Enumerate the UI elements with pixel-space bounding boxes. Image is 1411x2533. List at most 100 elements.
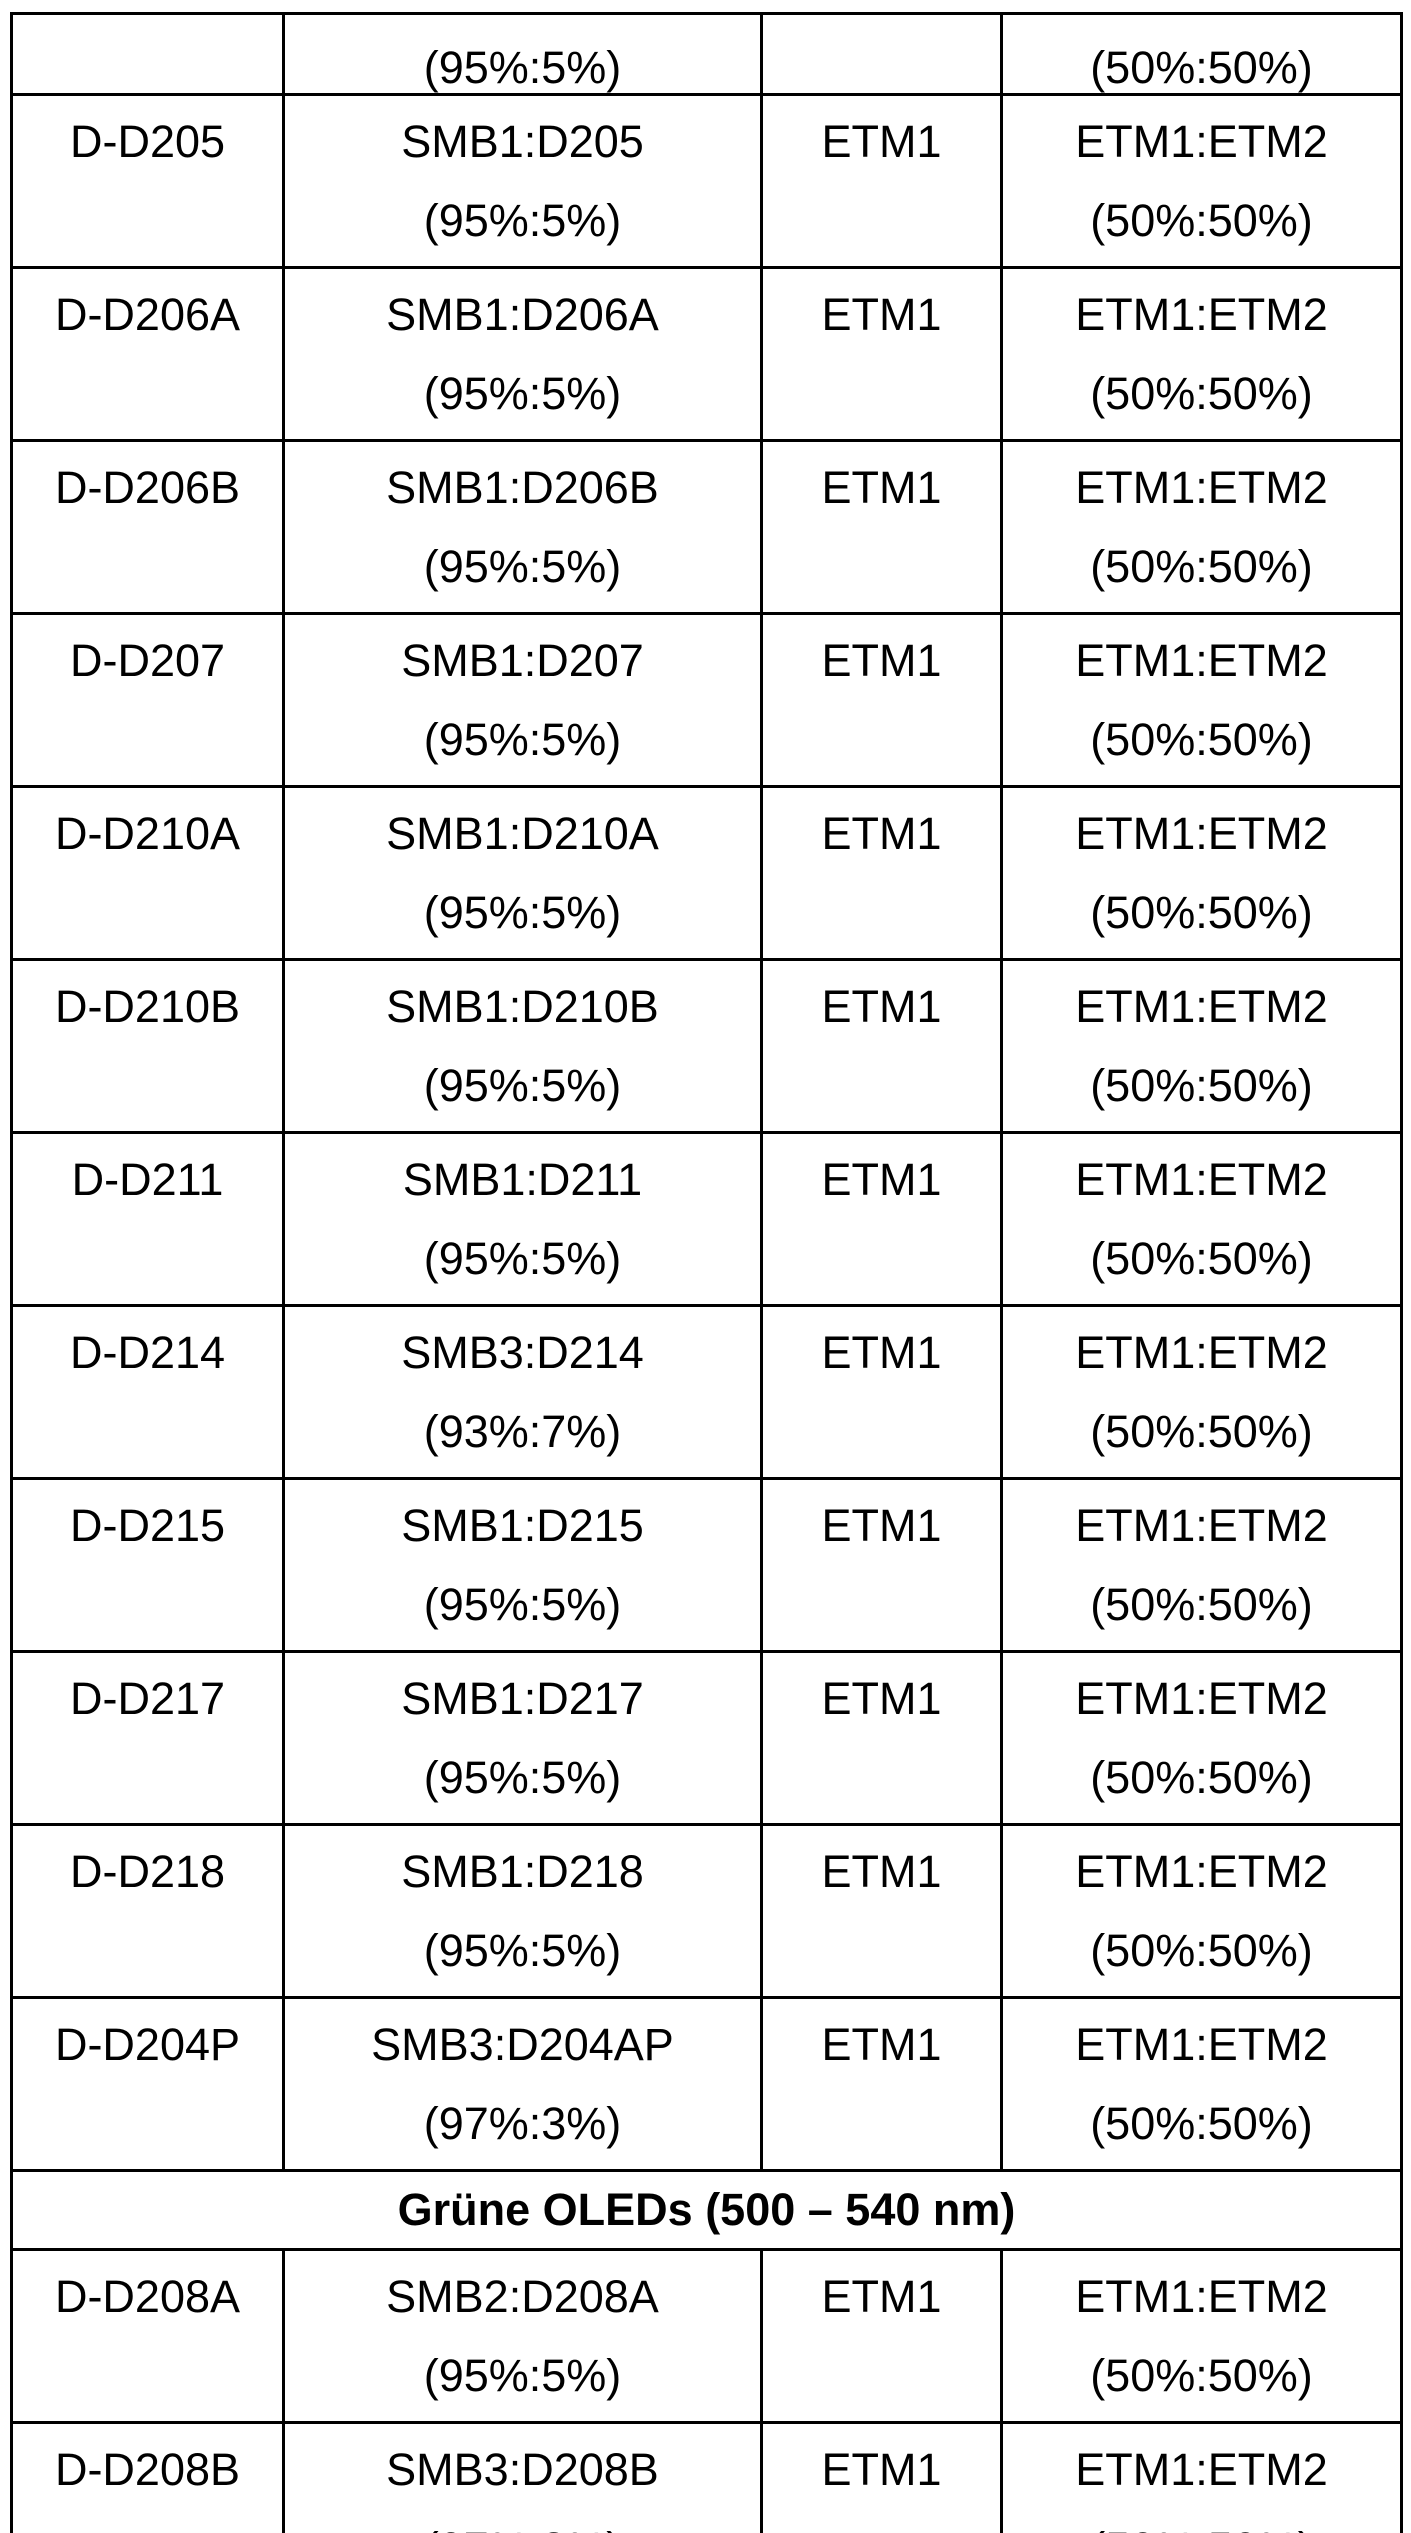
eml-ratio: (95%:5%) [423, 714, 622, 765]
eml-composition: SMB1:D215 [401, 1500, 644, 1551]
eml-ratio: (95%:5%) [423, 195, 622, 246]
eml-composition: SMB1:D210A [386, 808, 659, 859]
etl-ratio: (50%:50%) [1090, 1060, 1313, 1111]
eml-cell: SMB1:D210A (95%:5%) [282, 785, 763, 961]
etl-cell: ETM1:ETM2 (50%:50%) [1000, 1131, 1403, 1307]
table-row: D-D210B SMB1:D210B (95%:5%) ETM1 ETM1:ETM… [10, 958, 1403, 1134]
etl-cell: ETM1:ETM2 (50%:50%) [1000, 2248, 1403, 2424]
etl-ratio: (50%:50%) [1090, 2350, 1313, 2401]
etl-ratio: (50%:50%) [1090, 1579, 1313, 1630]
etl-ratio: (50%:50%) [1090, 1925, 1313, 1976]
etl-cell: ETM1:ETM2 (50%:50%) [1000, 958, 1403, 1134]
etm-cell: ETM1 [760, 93, 1003, 269]
section-header-label: Grüne OLEDs (500 – 540 nm) [397, 2184, 1016, 2235]
etl-ratio: (50%:50%) [1090, 42, 1313, 93]
eml-composition: SMB1:D205 [401, 116, 644, 167]
eml-cell: SMB1:D205 (95%:5%) [282, 93, 763, 269]
etl-composition: ETM1:ETM2 [1075, 462, 1328, 513]
etl-ratio: (50%:50%) [1090, 541, 1313, 592]
etm-cell [760, 12, 1003, 96]
device-cell: D-D207 [10, 612, 285, 788]
etm-cell: ETM1 [760, 2421, 1003, 2533]
device-cell: D-D215 [10, 1477, 285, 1653]
eml-cell: SMB2:D208A (95%:5%) [282, 2248, 763, 2424]
eml-cell: SMB1:D217 (95%:5%) [282, 1650, 763, 1826]
device-label: D-D210B [54, 981, 241, 1032]
table-row: D-D211 SMB1:D211 (95%:5%) ETM1 ETM1:ETM2 (… [10, 1131, 1403, 1307]
device-cell: D-D208A [10, 2248, 285, 2424]
etm-cell: ETM1 [760, 1304, 1003, 1480]
etm-label: ETM1 [821, 116, 942, 167]
eml-composition: SMB1:D206B [386, 462, 659, 513]
section-header-cell: Grüne OLEDs (500 – 540 nm) [10, 2169, 1403, 2251]
etl-cell: ETM1:ETM2 (50%:50%) [1000, 2421, 1403, 2533]
device-cell: D-D210A [10, 785, 285, 961]
etl-composition: ETM1:ETM2 [1075, 981, 1328, 1032]
eml-composition: SMB3:D214 [401, 1327, 644, 1378]
etm-label: ETM1 [821, 808, 942, 859]
eml-cell: SMB1:D211 (95%:5%) [282, 1131, 763, 1307]
device-label: D-D206A [54, 289, 241, 340]
etl-cell: ETM1:ETM2 (50%:50%) [1000, 1477, 1403, 1653]
table-row: D-D217 SMB1:D217 (95%:5%) ETM1 ETM1:ETM2 (… [10, 1650, 1403, 1826]
etl-ratio: (50%:50%) [1090, 1752, 1313, 1803]
table-row: D-D210A SMB1:D210A (95%:5%) ETM1 ETM1:ETM… [10, 785, 1403, 961]
eml-composition: SMB1:D211 [402, 1154, 643, 1205]
etl-composition: ETM1:ETM2 [1075, 1500, 1328, 1551]
device-label: D-D214 [69, 1327, 226, 1378]
table-row: D-D208A SMB2:D208A (95%:5%) ETM1 ETM1:ETM… [10, 2248, 1403, 2424]
eml-ratio: (95%:5%) [423, 1925, 622, 1976]
device-cell: D-D204P [10, 1996, 285, 2172]
device-label: D-D211 [71, 1154, 224, 1205]
eml-composition: SMB1:D210B [386, 981, 659, 1032]
eml-ratio: (97%:3%) [287, 2509, 759, 2533]
etl-ratio: (50%:50%) [1005, 2509, 1399, 2533]
etm-label: ETM1 [821, 2444, 942, 2495]
etm-cell: ETM1 [760, 1131, 1003, 1307]
etl-composition: ETM1:ETM2 [1075, 635, 1328, 686]
etl-cell: ETM1:ETM2 (50%:50%) [1000, 785, 1403, 961]
eml-ratio: (95%:5%) [423, 1579, 622, 1630]
etl-composition: ETM1:ETM2 [1075, 1154, 1328, 1205]
device-cell: D-D217 [10, 1650, 285, 1826]
etl-composition: ETM1:ETM2 [1075, 2444, 1328, 2495]
etm-label: ETM1 [821, 1846, 942, 1897]
eml-cell: SMB1:D210B (95%:5%) [282, 958, 763, 1134]
eml-cell: SMB3:D214 (93%:7%) [282, 1304, 763, 1480]
device-cell: D-D208B [10, 2421, 285, 2533]
eml-cell: (95%:5%) [282, 12, 763, 96]
device-label: D-D218 [69, 1846, 226, 1897]
eml-composition: SMB2:D208A [386, 2271, 659, 2322]
etm-label: ETM1 [821, 1673, 942, 1724]
table-row: D-D206B SMB1:D206B (95%:5%) ETM1 ETM1:ETM… [10, 439, 1403, 615]
etl-cell: ETM1:ETM2 (50%:50%) [1000, 612, 1403, 788]
etl-ratio: (50%:50%) [1090, 714, 1313, 765]
etm-label: ETM1 [821, 2271, 942, 2322]
etl-composition: ETM1:ETM2 [1075, 289, 1328, 340]
device-label: D-D205 [69, 116, 226, 167]
eml-ratio: (95%:5%) [423, 368, 622, 419]
device-cell [10, 12, 285, 96]
etm-cell: ETM1 [760, 2248, 1003, 2424]
etm-cell: ETM1 [760, 612, 1003, 788]
table-row-carryover: (95%:5%) (50%:50%) [10, 12, 1403, 96]
eml-composition: SMB3:D204AP [371, 2019, 674, 2070]
etl-composition: ETM1:ETM2 [1075, 808, 1328, 859]
device-label: D-D217 [69, 1673, 226, 1724]
etl-ratio: (50%:50%) [1090, 887, 1313, 938]
etl-cell: ETM1:ETM2 (50%:50%) [1000, 1304, 1403, 1480]
eml-cell: SMB1:D215 (95%:5%) [282, 1477, 763, 1653]
etl-ratio: (50%:50%) [1090, 1233, 1313, 1284]
etm-label: ETM1 [821, 1154, 942, 1205]
device-cell: D-D211 [10, 1131, 285, 1307]
etl-cell: ETM1:ETM2 (50%:50%) [1000, 266, 1403, 442]
etl-ratio: (50%:50%) [1090, 195, 1313, 246]
table-section-header-row: Grüne OLEDs (500 – 540 nm) [10, 2169, 1403, 2251]
eml-cell: SMB3:D204AP (97%:3%) [282, 1996, 763, 2172]
eml-composition: SMB1:D206A [386, 289, 659, 340]
etm-cell: ETM1 [760, 785, 1003, 961]
table-row: D-D207 SMB1:D207 (95%:5%) ETM1 ETM1:ETM2 (… [10, 612, 1403, 788]
etm-cell: ETM1 [760, 1996, 1003, 2172]
table-row: D-D204P SMB3:D204AP (97%:3%) ETM1 ETM1:ET… [10, 1996, 1403, 2172]
